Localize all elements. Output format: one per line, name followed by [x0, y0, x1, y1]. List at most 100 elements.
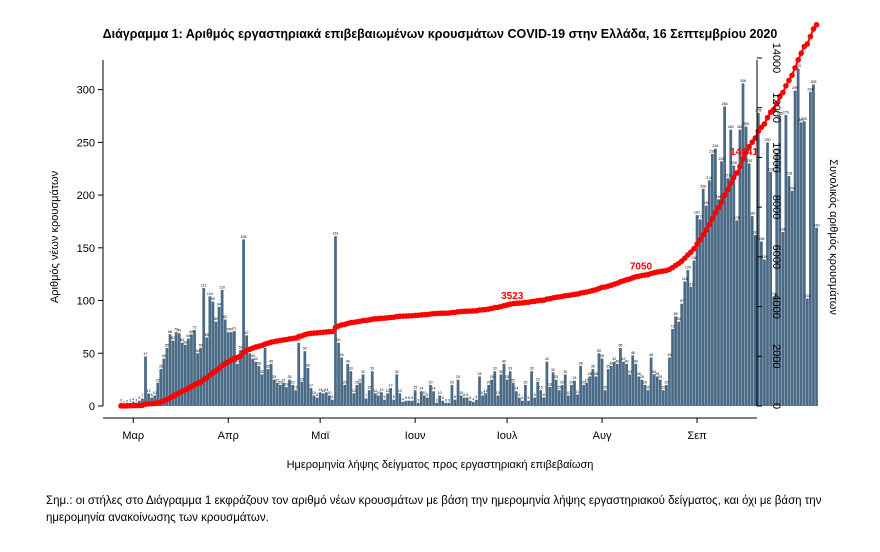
- bar-value-label: 45: [600, 354, 604, 358]
- bar: [263, 348, 267, 406]
- bar-value-label: 40: [502, 359, 506, 363]
- bar-value-label: 3: [135, 398, 137, 402]
- bar-value-label: 62: [171, 336, 175, 340]
- bar: [603, 390, 607, 406]
- bar-value-label: 8: [426, 393, 428, 397]
- y2-tick-label: 0: [770, 403, 782, 409]
- cumulative-point: [727, 180, 734, 186]
- bar: [309, 388, 313, 406]
- bar-value-label: 46: [667, 353, 671, 357]
- x-tick-label: Μαϊ: [311, 430, 330, 442]
- bar-value-label: 206: [700, 184, 706, 188]
- bar-value-label: 20: [343, 380, 347, 384]
- bar-value-label: 30: [628, 370, 632, 374]
- bar-value-label: 232: [719, 157, 725, 161]
- bar: [805, 298, 809, 406]
- bar: [625, 363, 628, 406]
- bar-value-label: 28: [477, 372, 481, 376]
- bar: [707, 180, 711, 406]
- bar-value-label: 58: [183, 340, 187, 344]
- cumulative-annotation: 7050: [630, 262, 653, 273]
- bar-value-label: 3: [436, 398, 438, 402]
- cumulative-point: [709, 215, 716, 222]
- bar-value-label: 70: [229, 328, 233, 332]
- bar: [462, 397, 466, 406]
- bar-value-label: 6: [384, 395, 386, 399]
- bar: [778, 116, 782, 406]
- bar-value-label: 298: [807, 87, 813, 91]
- bar: [383, 399, 386, 406]
- cumulative-point: [737, 163, 743, 170]
- bar: [683, 281, 687, 406]
- bar: [147, 393, 150, 406]
- bar: [600, 358, 604, 406]
- bar: [242, 239, 245, 406]
- bar-value-label: 20: [450, 380, 454, 384]
- cumulative-point: [237, 353, 244, 359]
- cumulative-point: [807, 33, 814, 40]
- bar-value-label: 35: [159, 365, 163, 369]
- bar: [355, 384, 359, 406]
- bar: [741, 83, 745, 406]
- bar: [763, 259, 766, 406]
- bar-value-label: 25: [272, 375, 276, 379]
- bar: [508, 371, 512, 406]
- bar-value-label: 214: [706, 176, 712, 180]
- bar-value-label: 40: [346, 359, 350, 363]
- bar-value-label: 239: [709, 149, 715, 153]
- bar: [334, 236, 337, 406]
- bar-value-label: 35: [606, 365, 610, 369]
- bar: [373, 393, 377, 406]
- bar: [799, 122, 803, 406]
- bar-value-label: 113: [688, 282, 694, 286]
- bar-value-label: 99: [211, 297, 215, 301]
- bar-value-label: 97: [680, 299, 684, 303]
- bar: [257, 365, 261, 406]
- bar-value-label: 80: [214, 317, 218, 321]
- bar-value-label: 53: [239, 346, 243, 350]
- bar: [386, 393, 389, 406]
- bar: [655, 376, 659, 406]
- bar-value-label: 6: [475, 395, 477, 399]
- bar: [426, 397, 429, 406]
- bar: [671, 329, 674, 406]
- bar-value-label: 177: [697, 215, 703, 219]
- bar: [649, 357, 653, 406]
- bar-value-label: 38: [579, 361, 583, 365]
- bar-value-label: 222: [768, 167, 774, 171]
- bar-value-label: 35: [591, 365, 595, 369]
- bar-value-label: 48: [631, 351, 635, 355]
- bar: [171, 340, 175, 406]
- bar: [416, 402, 420, 406]
- bar-value-label: 22: [585, 378, 589, 382]
- bar-value-label: 28: [637, 372, 641, 376]
- bar: [753, 235, 757, 406]
- bar-value-label: 42: [254, 357, 258, 361]
- bar-value-label: 50: [196, 349, 200, 353]
- y-tick-label: 150: [77, 243, 95, 255]
- bar-value-label: 15: [603, 386, 607, 390]
- bar-value-label: 3: [129, 398, 131, 402]
- bar: [465, 397, 469, 406]
- bar: [674, 316, 677, 406]
- bar: [364, 398, 368, 406]
- bar-value-label: 20: [664, 380, 668, 384]
- bar-value-label: 3: [417, 398, 419, 402]
- bar-value-label: 8: [534, 393, 536, 397]
- bar-value-label: 70: [174, 328, 178, 332]
- bar: [631, 355, 635, 406]
- bar: [545, 361, 549, 406]
- bar-value-label: 5: [442, 396, 444, 400]
- bar: [453, 399, 457, 406]
- y-tick-label: 0: [89, 401, 95, 413]
- bar-value-label: 30: [652, 370, 656, 374]
- bar-value-label: 20: [278, 380, 282, 384]
- cumulative-point: [700, 231, 706, 238]
- bar: [511, 382, 515, 406]
- bar: [226, 332, 230, 406]
- bar-value-label: 104: [771, 292, 777, 296]
- y2-tick-label: 2000: [770, 344, 782, 368]
- bar: [796, 68, 800, 407]
- bar: [530, 371, 533, 406]
- bar-value-label: 165: [780, 228, 786, 232]
